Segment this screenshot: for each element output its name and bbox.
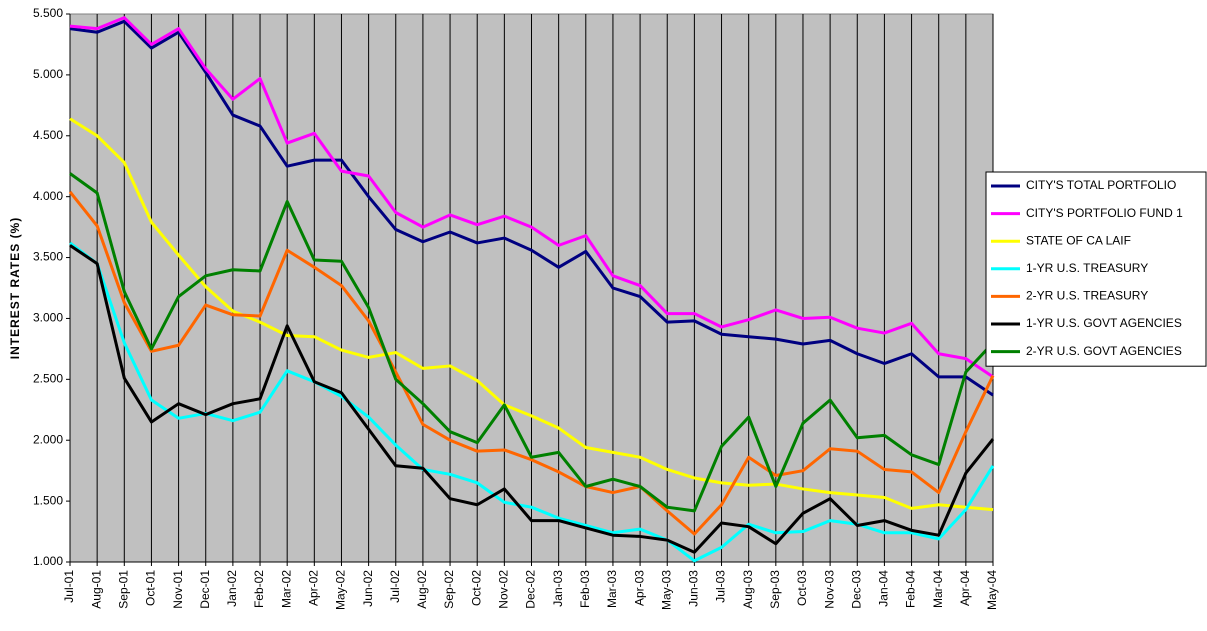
x-tick-label: Oct-01	[144, 570, 158, 606]
series-line	[69, 172, 995, 513]
y-axis-label: INTEREST RATES (%)	[8, 217, 22, 359]
legend-label: CITY'S PORTFOLIO FUND 1	[1026, 206, 1183, 220]
legend	[985, 171, 1207, 367]
y-tick-label: 3.000	[33, 311, 63, 325]
y-tick-label: 5.000	[33, 67, 63, 81]
x-tick-label: Sep-02	[442, 570, 456, 609]
legend-label: CITY'S TOTAL PORTFOLIO	[1026, 178, 1176, 192]
x-tick-label: Dec-03	[849, 570, 863, 609]
x-tick-label: Jun-03	[687, 570, 701, 607]
legend-label: 1-YR U.S. GOVT AGENCIES	[1026, 316, 1182, 330]
y-tick-label: 5.500	[33, 6, 63, 20]
x-tick-label: Mar-02	[279, 570, 293, 608]
x-tick-label: Oct-03	[795, 570, 809, 606]
series-line	[68, 190, 995, 536]
legend-label: STATE OF CA LAIF	[1026, 233, 1131, 247]
x-tick-label: Feb-04	[904, 570, 918, 608]
x-tick-label: Jun-02	[361, 570, 375, 607]
x-tick-label: Apr-03	[632, 570, 646, 606]
x-tick-label: Jul-02	[388, 570, 402, 603]
x-tick-label: Oct-02	[469, 570, 483, 606]
y-tick-label: 2.500	[33, 372, 63, 386]
x-tick-label: Mar-03	[605, 570, 619, 608]
x-tick-label: May-02	[334, 570, 348, 610]
legend-label: 1-YR U.S. TREASURY	[1026, 261, 1148, 275]
x-tick-label: Jan-02	[225, 570, 239, 607]
x-tick-label: Sep-01	[116, 570, 130, 609]
x-tick-label: Nov-01	[171, 570, 185, 609]
x-tick-label: May-03	[659, 570, 673, 610]
x-tick-label: Apr-04	[958, 570, 972, 606]
x-tick-label: Sep-03	[768, 570, 782, 609]
x-tick-label: Apr-02	[306, 570, 320, 606]
legend-label: 2-YR U.S. GOVT AGENCIES	[1026, 344, 1182, 358]
x-tick-label: Jan-03	[551, 570, 565, 607]
y-tick-label: 3.500	[33, 250, 63, 264]
series-line	[69, 19, 994, 397]
x-tick-label: Aug-03	[741, 570, 755, 609]
x-tick-label: Aug-01	[89, 570, 103, 609]
y-tick-label: 1.500	[33, 493, 63, 507]
x-tick-label: Feb-02	[252, 570, 266, 608]
x-tick-label: Jan-04	[877, 570, 891, 607]
x-tick-label: Mar-04	[931, 570, 945, 608]
y-tick-label: 4.000	[33, 189, 63, 203]
series-line	[69, 244, 995, 554]
x-tick-label: Aug-02	[415, 570, 429, 609]
x-tick-label: May-04	[985, 570, 999, 610]
x-tick-label: Dec-01	[198, 570, 212, 609]
x-tick-label: Jul-01	[62, 570, 76, 603]
series-line	[69, 117, 994, 512]
y-tick-label: 2.000	[33, 432, 63, 446]
x-tick-label: Nov-03	[822, 570, 836, 609]
y-tick-label: 4.500	[33, 128, 63, 142]
x-tick-label: Dec-02	[524, 570, 538, 609]
x-tick-label: Nov-02	[497, 570, 511, 609]
x-tick-label: Feb-03	[578, 570, 592, 608]
x-tick-label: Jul-03	[714, 570, 728, 603]
series-line	[69, 241, 995, 563]
legend-label: 2-YR U.S. TREASURY	[1026, 289, 1148, 303]
y-tick-label: 1.000	[33, 554, 63, 568]
series-line	[69, 16, 994, 379]
